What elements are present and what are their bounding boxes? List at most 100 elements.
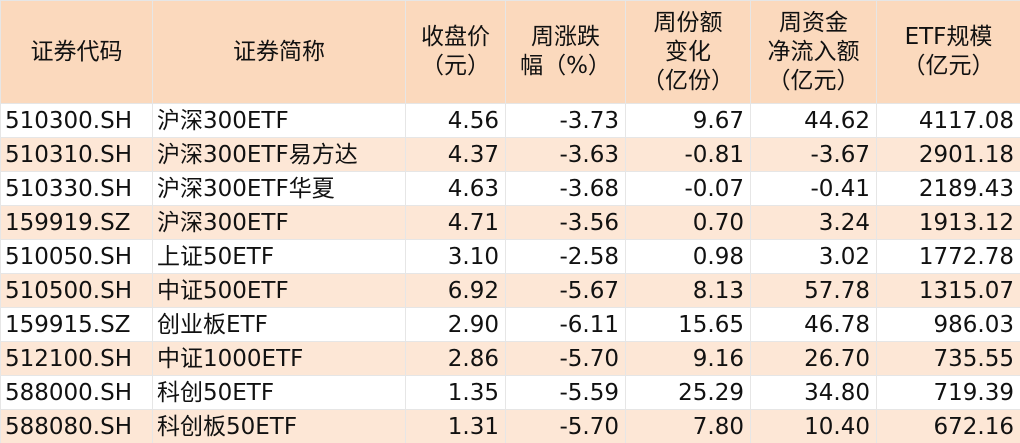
value-cell: 2189.43 [876,171,1020,206]
value-cell: 0.70 [625,205,751,240]
header-text: 证券简称 [233,38,325,65]
value-cell: 1.35 [405,375,506,410]
name-cell: 创业板ETF [152,307,406,342]
value-cell: 3.02 [750,239,877,274]
value-cell: 1772.78 [876,239,1020,274]
value-cell: -5.70 [505,409,626,443]
table-row: 159915.SZ 创业板ETF 2.90 -6.11 15.65 46.78 986.03 [0,307,1020,342]
table-row: 512100.SH 中证1000ETF 2.86 -5.70 9.16 26.70 735.… [0,341,1020,376]
header-text: 幅（%） [520,53,611,79]
header-text: 变化 [665,38,711,65]
header-text: （元） [421,53,490,79]
value-cell: 9.16 [625,341,751,376]
code-cell: 512100.SH [0,341,153,376]
header-cell: 周涨跌幅（%） [505,0,626,104]
value-cell: 10.40 [750,409,877,443]
value-cell: -0.07 [625,171,751,206]
value-cell: -0.41 [750,171,877,206]
value-cell: 57.78 [750,273,877,308]
header-text: （亿份） [642,67,734,94]
value-cell: 1913.12 [876,205,1020,240]
value-cell: -0.81 [625,137,751,172]
value-cell: 0.98 [625,239,751,274]
code-cell: 510300.SH [0,103,153,138]
code-cell: 159919.SZ [0,205,153,240]
value-cell: 26.70 [750,341,877,376]
value-cell: 6.92 [405,273,506,308]
value-cell: -2.58 [505,239,626,274]
table-row: 510050.SH 上证50ETF 3.10 -2.58 0.98 3.02 1772.78 [0,239,1020,274]
name-cell: 上证50ETF [152,239,406,274]
value-cell: 2901.18 [876,137,1020,172]
table-row: 510300.SH 沪深300ETF 4.56 -3.73 9.67 44.62 4117.… [0,103,1020,138]
code-cell: 588080.SH [0,409,153,443]
code-cell: 510050.SH [0,239,153,274]
value-cell: 4.63 [405,171,506,206]
table-row: 159919.SZ 沪深300ETF 4.71 -3.56 0.70 3.24 1913.1… [0,205,1020,240]
value-cell: 719.39 [876,375,1020,410]
code-cell: 588000.SH [0,375,153,410]
value-cell: -3.67 [750,137,877,172]
code-cell: 510500.SH [0,273,153,308]
value-cell: 672.16 [876,409,1020,443]
value-cell: 7.80 [625,409,751,443]
value-cell: 2.86 [405,341,506,376]
value-cell: 3.10 [405,239,506,274]
header-cell: 周份额 变化 （亿份） [625,0,751,104]
value-cell: 735.55 [876,341,1020,376]
value-cell: 1315.07 [876,273,1020,308]
code-cell: 510310.SH [0,137,153,172]
header-text: 周资金 [779,9,848,36]
table-body: 510300.SH 沪深300ETF 4.56 -3.73 9.67 44.62 4117.… [0,103,1020,443]
header-cell: 收盘价 （元） [405,0,506,104]
value-cell: 4.71 [405,205,506,240]
value-cell: -6.11 [505,307,626,342]
value-cell: -3.68 [505,171,626,206]
header-text: 证券代码 [30,38,123,65]
name-cell: 科创板50ETF [152,409,406,443]
value-cell: -3.63 [505,137,626,172]
value-cell: -5.59 [505,375,626,410]
table-row: 510330.SH 沪深300ETF华夏 4.63 -3.68 -0.07 -0.41 21… [0,171,1020,206]
table-row: 510310.SH 沪深300ETF易方达 4.37 -3.63 -0.81 -3.67 2… [0,137,1020,172]
header-text: 收盘价 [421,24,490,50]
code-cell: 159915.SZ [0,307,153,342]
value-cell: 44.62 [750,103,877,138]
table-row: 510500.SH 中证500ETF 6.92 -5.67 8.13 57.78 1315.… [0,273,1020,308]
value-cell: -3.56 [505,205,626,240]
header-text: （亿元） [767,67,860,94]
header-cell: 证券代码 [0,0,153,104]
header-cell: 周资金 净流入额 （亿元） [750,0,877,104]
name-cell: 沪深300ETF华夏 [152,171,406,206]
value-cell: 9.67 [625,103,751,138]
header-text: 周份额 [653,9,723,36]
value-cell: 4117.08 [876,103,1020,138]
code-cell: 510330.SH [0,171,153,206]
name-cell: 沪深300ETF [152,205,406,240]
header-text: （亿元） [902,53,995,79]
value-cell: 1.31 [405,409,506,443]
name-cell: 中证500ETF [152,273,406,308]
value-cell: 4.56 [405,103,506,138]
value-cell: 34.80 [750,375,877,410]
value-cell: 46.78 [750,307,877,342]
value-cell: 3.24 [750,205,877,240]
header-text: 周涨跌 [531,24,600,50]
name-cell: 沪深300ETF [152,103,406,138]
header-cell: ETF规模 （亿元） [876,0,1020,104]
value-cell: -3.73 [505,103,626,138]
table-row: 588000.SH 科创50ETF 1.35 -5.59 25.29 34.80 719.3… [0,375,1020,410]
value-cell: 986.03 [876,307,1020,342]
header-row: 证券代码 证券简称 收盘价 （元） 周涨跌 幅（%） 周份额 变化 （亿份） 周资金 净流入额 （亿元… [0,0,1020,104]
name-cell: 中证1000ETF [152,341,406,376]
value-cell: 8.13 [625,273,751,308]
value-cell: -5.70 [505,341,626,376]
value-cell: 2.90 [405,307,506,342]
header-text: ETF规模 [904,24,993,50]
value-cell: 4.37 [405,137,506,172]
table-row: 588080.SH 科创板50ETF 1.31 -5.70 7.80 10.40 672.1… [0,409,1020,443]
header-cell: 证券简称 [152,0,406,104]
name-cell: 沪深300ETF易方达 [152,137,406,172]
